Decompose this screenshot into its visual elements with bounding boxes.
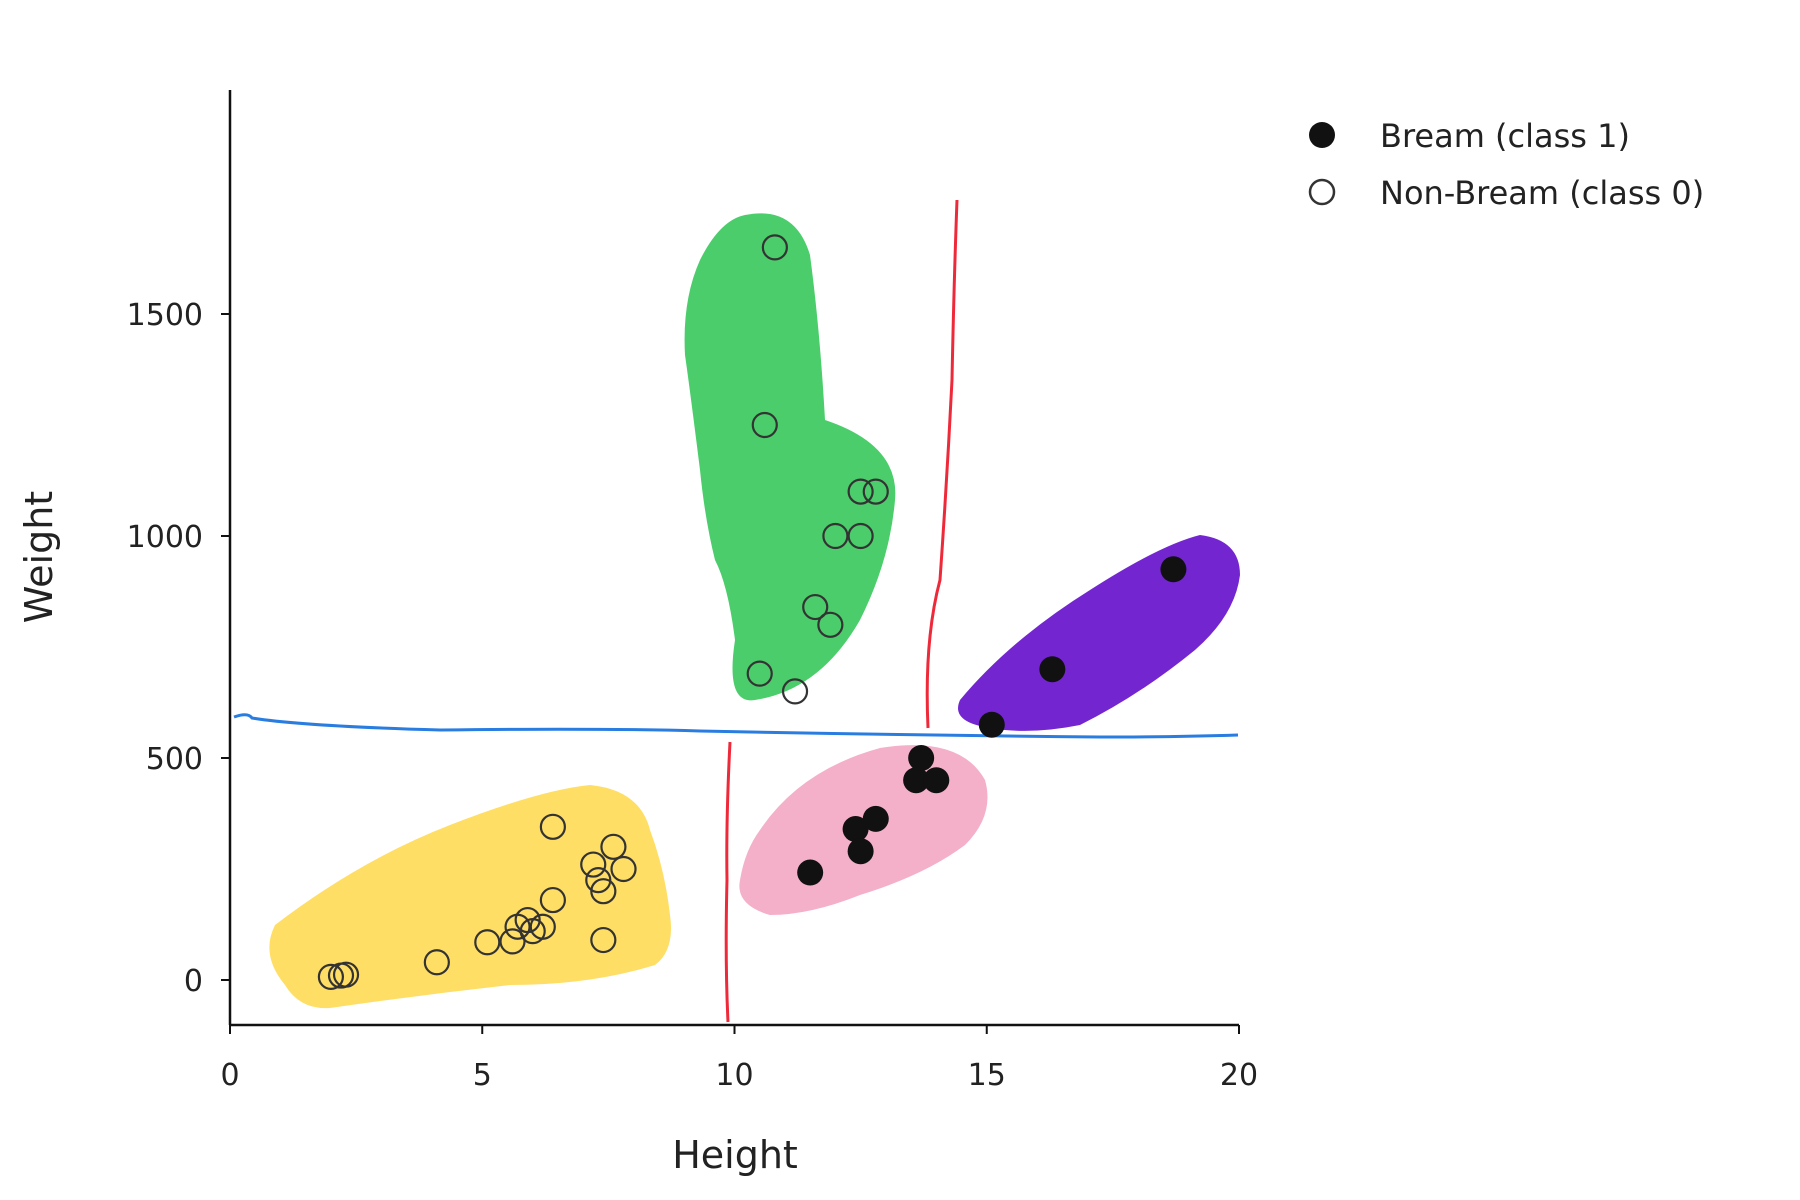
- data-points: [317, 234, 1187, 990]
- x-tick-label: 0: [220, 1058, 239, 1093]
- purple-region: [958, 535, 1240, 731]
- legend: Bream (class 1) Non-Bream (class 0): [1308, 117, 1704, 212]
- bream-point: [862, 805, 889, 832]
- bream-point: [923, 767, 950, 794]
- non-bream-point: [590, 926, 617, 954]
- legend-nonbream-marker: [1308, 178, 1336, 206]
- bream-point: [847, 838, 874, 865]
- blue-boundary-line: [233, 713, 1239, 739]
- non-bream-point: [847, 478, 874, 505]
- non-bream-point: [610, 855, 637, 883]
- legend-bream-marker: [1309, 122, 1335, 148]
- y-axis-ticks: 0 500 1000 1500: [127, 298, 230, 999]
- non-bream-point: [600, 833, 627, 860]
- non-bream-point: [580, 851, 607, 878]
- non-bream-point: [590, 878, 617, 905]
- yellow-region: [269, 785, 671, 1009]
- non-bream-point: [332, 961, 360, 988]
- x-tick-label: 10: [715, 1058, 753, 1093]
- y-tick-label: 500: [146, 742, 203, 777]
- non-bream-point: [539, 813, 566, 840]
- x-axis-title: Height: [672, 1133, 798, 1177]
- bream-point: [978, 711, 1005, 738]
- x-tick-label: 15: [968, 1058, 1006, 1093]
- red-boundary-line-right: [925, 199, 959, 729]
- red-boundary-line-left: [724, 741, 732, 1023]
- non-bream-point: [539, 886, 566, 914]
- non-bream-point: [317, 963, 344, 990]
- legend-bream-label: Bream (class 1): [1380, 117, 1630, 155]
- non-bream-point: [474, 929, 501, 956]
- x-tick-label: 5: [473, 1058, 492, 1093]
- non-bream-point: [751, 411, 778, 439]
- y-tick-label: 0: [184, 964, 203, 999]
- non-bream-point: [529, 913, 556, 940]
- green-region: [684, 213, 896, 701]
- y-tick-label: 1000: [127, 520, 203, 555]
- bream-point: [797, 859, 824, 886]
- non-bream-point: [761, 234, 788, 261]
- bream-point: [903, 767, 930, 794]
- bream-point: [1039, 656, 1066, 683]
- non-bream-point: [847, 522, 874, 550]
- non-bream-point: [423, 949, 450, 976]
- non-bream-point: [746, 660, 773, 687]
- bream-point: [908, 745, 935, 771]
- non-bream-point: [822, 522, 849, 550]
- region-highlights: [269, 213, 1240, 1009]
- non-bream-point: [802, 593, 829, 621]
- legend-nonbream-label: Non-Bream (class 0): [1380, 174, 1704, 212]
- non-bream-point: [817, 611, 844, 638]
- x-axis-ticks: 0 5 10 15 20: [220, 1025, 1258, 1093]
- bream-point: [1160, 556, 1187, 583]
- bream-point: [842, 816, 869, 843]
- x-tick-label: 20: [1220, 1058, 1258, 1093]
- non-bream-point: [781, 678, 809, 705]
- non-bream-point: [862, 478, 889, 505]
- y-tick-label: 1500: [127, 298, 203, 333]
- y-axis-title: Weight: [17, 491, 61, 623]
